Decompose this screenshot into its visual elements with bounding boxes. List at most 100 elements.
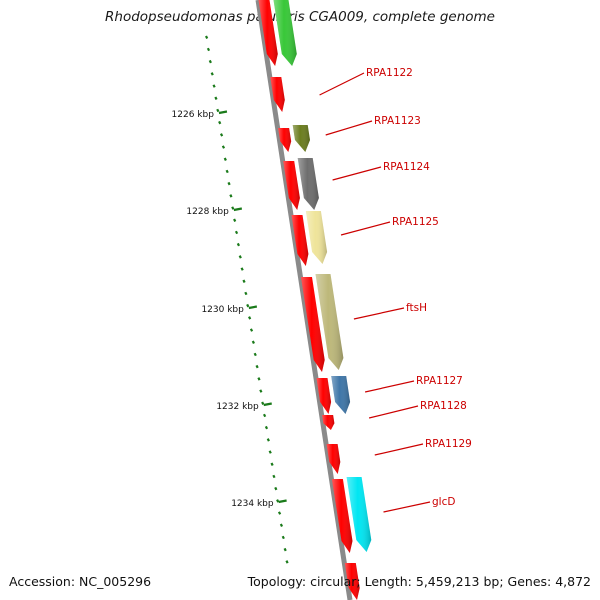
- leader-line: [325, 120, 373, 136]
- gene-arrow-glcd: [346, 477, 372, 552]
- scale-dot: [236, 242, 240, 247]
- scale-dot: [225, 169, 229, 174]
- scale-dot: [223, 157, 227, 161]
- kbp-label: 1228 kbp: [186, 207, 229, 217]
- cds-track: [258, 0, 360, 600]
- leader-line: [383, 501, 431, 513]
- kbp-label: 1226 kbp: [172, 110, 215, 120]
- scale-dot: [227, 181, 231, 186]
- cds-arrow: [344, 563, 360, 600]
- gene-name: RPA1124: [383, 161, 430, 173]
- gene-arrow-rpa1123: [292, 125, 310, 152]
- leader-line: [374, 443, 424, 456]
- scale-dot: [233, 218, 237, 222]
- cds-arrow: [322, 415, 335, 430]
- scale-dot: [276, 499, 280, 503]
- scale-dot: [212, 84, 216, 88]
- gene-label-rpa1124[interactable]: RPA1124: [332, 161, 431, 181]
- scale-dot: [251, 340, 255, 344]
- scale-dot: [274, 486, 278, 491]
- scale-dot: [210, 72, 214, 76]
- gene-name: RPA1122: [366, 67, 413, 79]
- scale-dot: [270, 462, 274, 466]
- cds-arrow: [258, 0, 278, 66]
- scale-dot: [277, 511, 282, 515]
- gene-label-rpa1125[interactable]: RPA1125: [340, 216, 439, 236]
- scale-dot: [242, 279, 246, 283]
- major-tick: [278, 499, 287, 504]
- scale-dot: [266, 438, 270, 442]
- scale-dot: [285, 560, 289, 564]
- leader-line: [332, 166, 382, 181]
- scale-dot: [229, 194, 233, 198]
- genome-title: Rhodopseudomonas palustris CGA009, compl…: [105, 9, 495, 25]
- scale-dot: [234, 230, 239, 235]
- cds-arrow: [331, 479, 353, 553]
- gene-label-rpa1128[interactable]: RPA1128: [368, 400, 467, 419]
- genome-backbone: [255, 0, 353, 600]
- scale-dot: [244, 291, 248, 296]
- scale-dot: [279, 523, 284, 527]
- cds-arrow: [326, 444, 341, 474]
- gene-label-rpa1129[interactable]: RPA1129: [374, 438, 472, 456]
- scale-dot: [214, 96, 218, 100]
- major-tick: [248, 305, 258, 310]
- major-tick: [263, 402, 272, 407]
- gene-name: ftsH: [406, 302, 427, 314]
- scale-dot: [219, 133, 224, 137]
- leader-line: [319, 72, 365, 96]
- scale-ruler: 1226 kbp 1228 kbp 1230 kbp 1232 kbp 1234 kbp: [172, 110, 287, 509]
- scale-dot: [249, 328, 254, 332]
- cds-arrow: [291, 215, 309, 266]
- scale-dot: [261, 401, 265, 405]
- kbp-label: 1230 kbp: [201, 305, 244, 315]
- gene-arrow-ftsh: [315, 274, 344, 370]
- scale-dot: [253, 352, 257, 357]
- scale-dot: [255, 364, 259, 369]
- gene-arrow-rpa1122: [273, 0, 297, 66]
- scale-dot: [231, 206, 235, 210]
- cds-arrow: [283, 161, 300, 210]
- scale-dot: [216, 108, 220, 113]
- scale-dot: [205, 35, 209, 39]
- gene-name: glcD: [432, 496, 455, 508]
- scale-dot: [283, 547, 287, 552]
- scale-dot: [246, 303, 250, 308]
- genome-summary-text: Topology: circular; Length: 5,459,213 bp…: [247, 574, 591, 589]
- gene-arrow-rpa1124: [297, 158, 319, 210]
- scale-track: [205, 35, 289, 564]
- gene-name: RPA1125: [392, 216, 439, 228]
- scale-dot: [264, 425, 269, 430]
- cds-arrow: [316, 378, 332, 414]
- leader-line: [364, 380, 415, 393]
- scale-dot: [262, 413, 267, 418]
- leader-line: [353, 307, 405, 320]
- leader-line: [368, 405, 419, 419]
- scale-dot: [248, 316, 252, 320]
- major-tick: [218, 110, 228, 115]
- scale-dot: [272, 474, 276, 479]
- gene-label-ftsh[interactable]: ftsH: [353, 302, 427, 320]
- kbp-label: 1232 kbp: [216, 402, 259, 412]
- scale-dot: [218, 120, 222, 125]
- gene-name: RPA1128: [420, 400, 467, 412]
- gene-label-glcd[interactable]: glcD: [383, 496, 456, 513]
- major-tick: [233, 207, 243, 212]
- cds-arrow: [270, 77, 285, 112]
- gene-label-rpa1127[interactable]: RPA1127: [364, 375, 463, 393]
- scale-dot: [240, 267, 244, 271]
- scale-dot: [221, 145, 226, 149]
- gene-name: RPA1127: [416, 375, 463, 387]
- gene-track: [273, 0, 372, 552]
- gene-label-rpa1123[interactable]: RPA1123: [325, 115, 421, 136]
- kbp-label: 1234 kbp: [231, 499, 274, 509]
- gene-label-rpa1122[interactable]: RPA1122: [319, 67, 413, 96]
- gene-arrow-rpa1127: [331, 376, 351, 414]
- scale-dot: [208, 59, 212, 64]
- leader-line: [340, 221, 391, 236]
- scale-dot: [281, 535, 285, 540]
- scale-dot: [238, 255, 242, 259]
- gene-name: RPA1129: [425, 438, 472, 450]
- scale-dot: [257, 377, 261, 381]
